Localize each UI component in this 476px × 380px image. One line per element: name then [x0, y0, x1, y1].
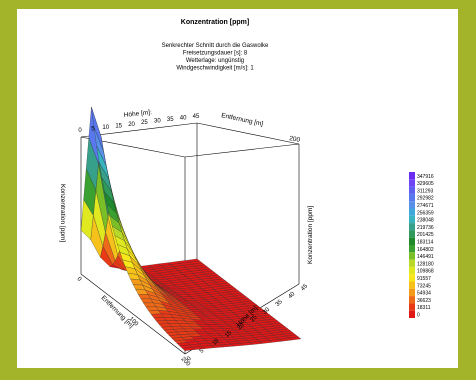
subtitle-line: Wetterlage: ungünstig — [186, 58, 244, 64]
hoehe-bottom-tick-label: 5 — [199, 348, 206, 355]
legend-swatch — [409, 223, 415, 231]
hoehe-tick-label: 10 — [102, 125, 109, 131]
legend-label: 311293 — [417, 188, 434, 194]
subtitle-line: Freisetzungsdauer [s]: 8 — [183, 51, 248, 57]
hoehe-tick-label: 45 — [193, 114, 200, 120]
legend-label: 146491 — [417, 254, 434, 260]
chart-subtitle: Senkrechter Schnitt durch die Gaswolke Fr… — [162, 43, 269, 72]
konzentration-axis-label-right: Konzentration [ppm] — [307, 206, 314, 264]
hoehe-top-ticks: 0 5 10 15 20 25 30 35 40 45 — [78, 114, 200, 134]
legend-swatch — [409, 215, 415, 224]
hoehe-tick-label: 20 — [128, 122, 135, 128]
legend-label: 201425 — [417, 232, 434, 238]
hoehe-bottom-tick-label: 20 — [237, 322, 246, 331]
legend-label: 164802 — [417, 247, 434, 253]
hoehe-bottom-tick-label: 45 — [300, 283, 309, 292]
plot-panel: Konzentration [ppm] Senkrechter Schnitt … — [17, 9, 458, 368]
entfernung-tick-label: 100 — [128, 316, 140, 328]
legend-swatch — [409, 259, 415, 267]
legend-swatch — [409, 296, 415, 304]
entfernung-tick-label: 0 — [76, 276, 83, 283]
hoehe-bottom-tick-label: 35 — [275, 299, 284, 308]
legend-swatch — [409, 208, 415, 216]
chart-title: Konzentration [ppm] — [181, 19, 249, 26]
surface-cell — [182, 347, 195, 351]
legend-swatch — [409, 252, 415, 260]
legend-label: 292982 — [417, 196, 434, 202]
hoehe-tick-label: 0 — [78, 128, 82, 134]
legend-swatch — [409, 186, 415, 194]
front-top-right — [184, 143, 300, 158]
legend-label: 36623 — [417, 298, 431, 304]
legend-swatch — [409, 193, 415, 202]
surface-plot: Konzentration [ppm] Senkrechter Schnitt … — [59, 19, 434, 368]
legend-label: 256359 — [417, 210, 434, 216]
hoehe-bottom-tick-label: 40 — [288, 291, 297, 300]
legend-swatch — [409, 310, 415, 318]
legend-swatch — [409, 230, 415, 238]
subtitle-line: Senkrechter Schnitt durch die Gaswolke — [162, 43, 269, 49]
back-top-edge — [196, 122, 300, 145]
legend-label: 54934 — [417, 291, 431, 297]
legend-label: 73245 — [417, 283, 431, 289]
hoehe-tick-label: 15 — [115, 123, 122, 129]
legend-swatch — [409, 288, 415, 297]
legend-swatch — [409, 237, 415, 245]
legend-label: 128180 — [417, 261, 434, 267]
legend-swatch — [409, 172, 415, 180]
legend-label: 91557 — [417, 276, 431, 282]
entfernung-axis-label-top: Entfernung [m] — [221, 112, 264, 128]
hoehe-tick-label: 30 — [154, 119, 161, 125]
legend-label: 347916 — [417, 174, 434, 180]
legend-swatch — [409, 281, 415, 289]
hoehe-tick-label: 35 — [167, 117, 174, 123]
legend-swatch — [409, 245, 415, 253]
entfernung-bottom-ticks: 0 100 200 — [76, 276, 192, 368]
base-left-edge — [80, 273, 186, 355]
subtitle-line: Windgeschwindigkeit [m/s]: 1 — [176, 66, 254, 72]
legend-swatch — [409, 266, 415, 275]
konzentration-axis-label-left: Konzentration [ppm] — [59, 184, 66, 242]
legend-swatch — [409, 201, 415, 209]
hoehe-tick-label: 5 — [91, 126, 95, 132]
legend-swatch — [409, 303, 415, 311]
legend-label: 183114 — [417, 240, 434, 246]
legend-label: 329605 — [417, 181, 434, 187]
entfernung-back-tick-200: 200 — [289, 135, 301, 144]
legend-swatch — [409, 274, 415, 282]
hoehe-axis-label-top: Höhe [m]: — [123, 109, 152, 119]
hoehe-tick-label: 40 — [180, 116, 187, 122]
legend-label: 238048 — [417, 218, 434, 224]
legend-label: 109868 — [417, 269, 434, 275]
hoehe-bottom-tick-label: 15 — [224, 330, 233, 339]
legend-label: 274671 — [417, 203, 434, 209]
hoehe-bottom-tick-label: 30 — [262, 306, 271, 315]
legend-swatch — [409, 179, 415, 187]
hoehe-bottom-tick-label: 25 — [250, 314, 259, 323]
legend-label: 18311 — [417, 305, 431, 311]
legend-label: 219736 — [417, 225, 434, 231]
hoehe-bottom-tick-label: 10 — [212, 337, 221, 346]
entfernung-tick-label: 200 — [180, 356, 192, 368]
surface-mesh — [80, 106, 302, 351]
hoehe-bottom-tick-label: 0 — [186, 355, 193, 362]
hoehe-tick-label: 25 — [141, 120, 148, 126]
legend-label: 0 — [417, 313, 420, 319]
entfernung-axis-label-bottom: Entfernung [m] — [100, 294, 135, 329]
